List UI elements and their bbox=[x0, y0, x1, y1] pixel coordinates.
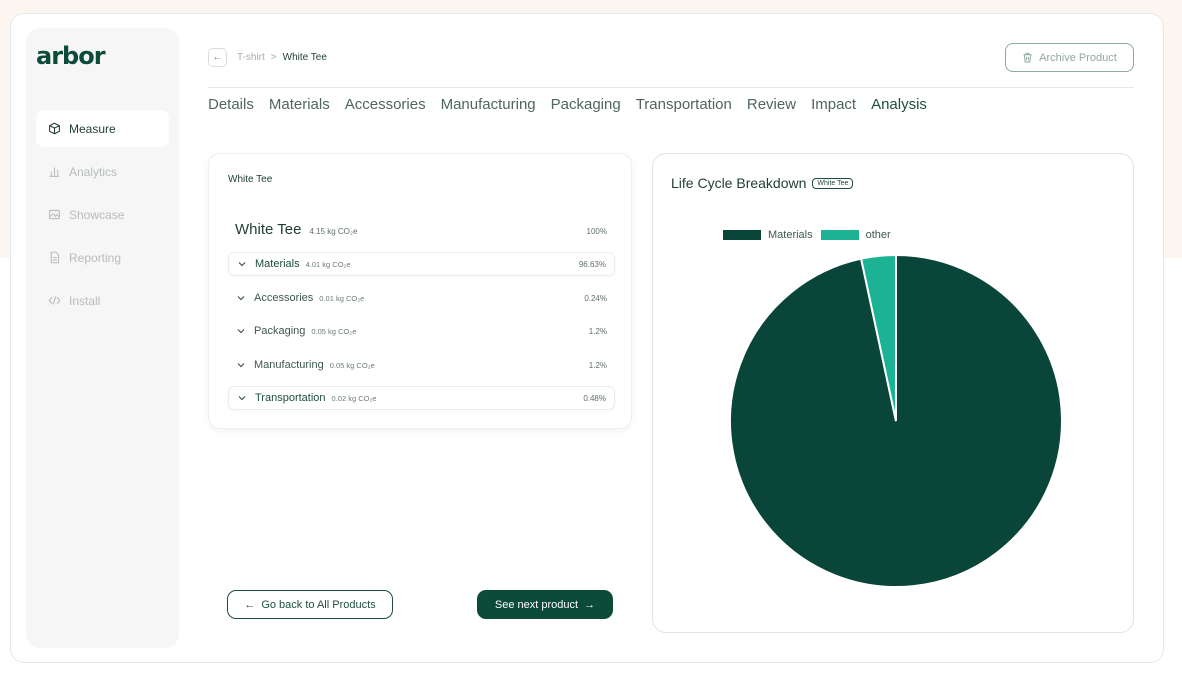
total-row: White Tee 4.15 kg CO₂e 100% bbox=[235, 221, 607, 238]
go-back-all-products-button[interactable]: ← Go back to All Products bbox=[227, 590, 393, 619]
breakdown-row-name: Packaging bbox=[254, 325, 306, 337]
tab-packaging[interactable]: Packaging bbox=[550, 96, 621, 113]
tab-transportation[interactable]: Transportation bbox=[635, 96, 732, 113]
arrow-left-icon: ← bbox=[212, 52, 223, 63]
cube-icon bbox=[49, 122, 60, 135]
tab-impact[interactable]: Impact bbox=[811, 96, 857, 113]
code-icon bbox=[48, 296, 61, 305]
life-cycle-chart-card: Life Cycle Breakdown White Tee Materials… bbox=[652, 153, 1134, 633]
see-next-label: See next product bbox=[494, 598, 579, 611]
chevron-down-icon bbox=[237, 329, 245, 334]
image-icon bbox=[49, 209, 60, 220]
sidebar-item-label: Analytics bbox=[69, 164, 118, 179]
sidebar-item-label: Reporting bbox=[69, 250, 122, 265]
tab-details[interactable]: Details bbox=[208, 96, 254, 113]
chart-legend: Materials other bbox=[723, 229, 899, 241]
breakdown-row-name: Materials bbox=[255, 258, 300, 270]
breadcrumb-current: White Tee bbox=[282, 52, 327, 63]
sidebar-item-install[interactable]: Install bbox=[36, 282, 169, 319]
sidebar-item-measure[interactable]: Measure bbox=[36, 110, 169, 147]
breadcrumb-separator: > bbox=[270, 52, 277, 63]
back-arrow-button[interactable]: ← bbox=[208, 48, 227, 67]
arrow-right-icon: → bbox=[584, 598, 596, 611]
breakdown-row-name: Transportation bbox=[255, 392, 326, 404]
arbor-logo: arbor bbox=[36, 42, 106, 70]
legend-label: other bbox=[865, 229, 891, 241]
breakdown-row-value: 4.01 kg CO₂e bbox=[305, 259, 351, 269]
tab-bar: Details Materials Accessories Manufactur… bbox=[208, 96, 927, 113]
legend-swatch-materials bbox=[723, 230, 761, 240]
sidebar-item-reporting[interactable]: Reporting bbox=[36, 239, 169, 276]
breakdown-row-transportation[interactable]: Transportation 0.02 kg CO₂e 0.48% bbox=[228, 386, 615, 410]
breakdown-row-value: 0.05 kg CO₂e bbox=[329, 360, 375, 370]
breadcrumb-parent[interactable]: T-shirt bbox=[237, 52, 265, 63]
legend-item-materials[interactable]: Materials bbox=[723, 229, 813, 241]
breakdown-card: White Tee White Tee 4.15 kg CO₂e 100% Ma… bbox=[208, 153, 632, 429]
tab-manufacturing[interactable]: Manufacturing bbox=[440, 96, 536, 113]
chevron-down-icon bbox=[238, 396, 246, 401]
tab-analysis[interactable]: Analysis bbox=[871, 96, 927, 113]
chart-title: Life Cycle Breakdown White Tee bbox=[671, 175, 854, 191]
pie-slice-other[interactable] bbox=[859, 253, 897, 422]
sidebar-item-label: Install bbox=[69, 293, 101, 308]
breadcrumb: T-shirt > White Tee bbox=[237, 52, 327, 63]
chevron-down-icon bbox=[237, 363, 245, 368]
archive-product-label: Archive Product bbox=[1039, 51, 1117, 64]
breakdown-row-value: 0.01 kg CO₂e bbox=[319, 293, 365, 303]
chart-title-text: Life Cycle Breakdown bbox=[671, 175, 807, 191]
breakdown-row-pct: 1.2% bbox=[588, 360, 607, 370]
bar-chart-icon bbox=[49, 167, 60, 177]
breakdown-row-manufacturing[interactable]: Manufacturing 0.05 kg CO₂e 1.2% bbox=[228, 353, 615, 377]
breakdown-row-pct: 1.2% bbox=[588, 326, 607, 336]
legend-item-other[interactable]: other bbox=[820, 229, 891, 241]
legend-swatch-other bbox=[820, 230, 859, 240]
total-name: White Tee bbox=[235, 221, 302, 238]
sidebar-item-label: Measure bbox=[69, 121, 116, 136]
breakdown-row-name: Manufacturing bbox=[254, 359, 324, 371]
trash-icon bbox=[1023, 52, 1032, 63]
sidebar-item-label: Showcase bbox=[69, 207, 125, 222]
pie-chart bbox=[728, 253, 1063, 588]
sidebar-item-analytics[interactable]: Analytics bbox=[36, 153, 169, 190]
breakdown-row-packaging[interactable]: Packaging 0.05 kg CO₂e 1.2% bbox=[228, 319, 615, 343]
document-icon bbox=[50, 251, 60, 264]
total-pct: 100% bbox=[586, 227, 607, 236]
breakdown-row-pct: 96.63% bbox=[578, 259, 606, 269]
breakdown-row-pct: 0.24% bbox=[584, 293, 607, 303]
see-next-product-button[interactable]: See next product → bbox=[477, 590, 613, 619]
total-value: 4.15 kg CO₂e bbox=[309, 227, 358, 236]
chevron-down-icon bbox=[238, 262, 246, 267]
breakdown-row-accessories[interactable]: Accessories 0.01 kg CO₂e 0.24% bbox=[228, 286, 615, 310]
legend-label: Materials bbox=[768, 229, 813, 241]
go-back-label: Go back to All Products bbox=[261, 598, 376, 611]
breakdown-row-value: 0.05 kg CO₂e bbox=[311, 326, 357, 336]
breakdown-row-pct: 0.48% bbox=[583, 393, 606, 403]
chevron-down-icon bbox=[237, 296, 245, 301]
arrow-left-icon: ← bbox=[244, 598, 256, 611]
archive-product-button[interactable]: Archive Product bbox=[1005, 43, 1134, 72]
breakdown-row-materials[interactable]: Materials 4.01 kg CO₂e 96.63% bbox=[228, 252, 615, 276]
sidebar: arbor Measure Analytics Showcase Reporti… bbox=[26, 28, 179, 648]
tab-accessories[interactable]: Accessories bbox=[344, 96, 426, 113]
sidebar-item-showcase[interactable]: Showcase bbox=[36, 196, 169, 233]
breakdown-card-title: White Tee bbox=[228, 174, 273, 185]
page-header: ← T-shirt > White Tee Archive Product bbox=[208, 43, 1134, 88]
breakdown-row-name: Accessories bbox=[254, 292, 314, 304]
breakdown-row-value: 0.02 kg CO₂e bbox=[331, 393, 377, 403]
tab-materials[interactable]: Materials bbox=[268, 96, 330, 113]
tab-review[interactable]: Review bbox=[746, 96, 797, 113]
chart-product-badge: White Tee bbox=[812, 177, 854, 189]
